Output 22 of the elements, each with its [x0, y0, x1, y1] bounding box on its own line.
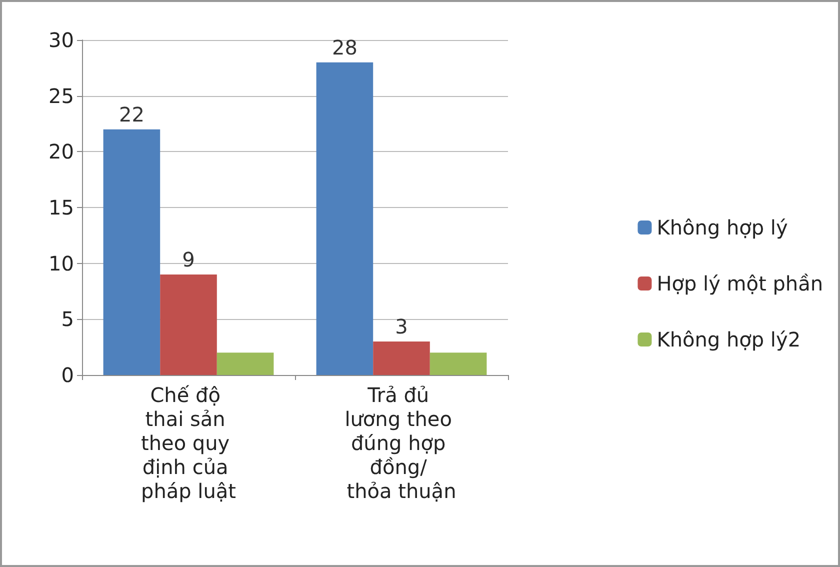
data-label: 28: [332, 35, 358, 60]
legend-label: Không hợp lý2: [656, 328, 801, 352]
bar: [103, 129, 160, 375]
bar: [373, 342, 430, 375]
x-tick-label: Trả đủ lương theo đúng hợp đồng/ thỏa thuận: [344, 383, 458, 503]
y-tick-label: 30: [48, 28, 74, 52]
data-label: 9: [182, 248, 195, 272]
y-tick-label: 20: [48, 140, 74, 164]
x-tick-label: Chế độ thai sản theo quy định của pháp luật: [140, 383, 236, 503]
y-tick-label: 25: [48, 84, 74, 108]
y-tick-label: 15: [48, 196, 74, 220]
bar: [216, 352, 274, 375]
data-label: 22: [118, 102, 144, 126]
y-tick-label: 0: [61, 363, 74, 387]
y-tick-label: 10: [48, 251, 74, 276]
bar: [316, 62, 374, 375]
legend-label: Hợp lý một phần: [656, 272, 824, 296]
y-tick-label: 5: [61, 307, 74, 332]
legend-label: Không hợp lý: [656, 216, 788, 240]
data-label: 3: [395, 314, 408, 338]
bar: [160, 274, 217, 375]
bar: [430, 352, 487, 375]
